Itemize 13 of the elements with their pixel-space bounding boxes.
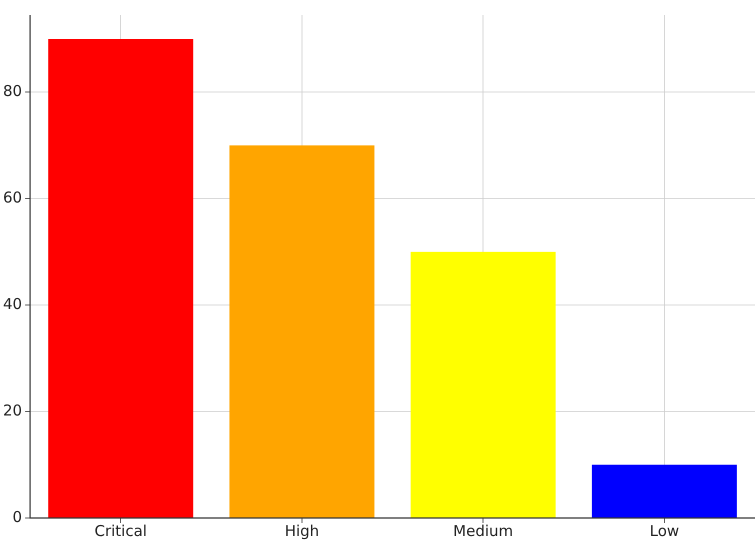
y-tick-label: 80 — [2, 82, 22, 100]
y-tick-label: 60 — [2, 188, 22, 207]
y-tick-label: 20 — [2, 401, 22, 420]
bar — [229, 145, 374, 518]
x-tick-label: Critical — [94, 522, 147, 540]
bar — [48, 38, 194, 518]
y-tick-label: 0 — [12, 508, 22, 526]
bar — [410, 252, 556, 518]
x-tick-label: Medium — [453, 522, 514, 540]
bar — [592, 464, 737, 518]
x-tick-label: Low — [650, 522, 680, 540]
x-tick-label: High — [284, 522, 320, 540]
y-tick-label: 40 — [2, 294, 22, 313]
